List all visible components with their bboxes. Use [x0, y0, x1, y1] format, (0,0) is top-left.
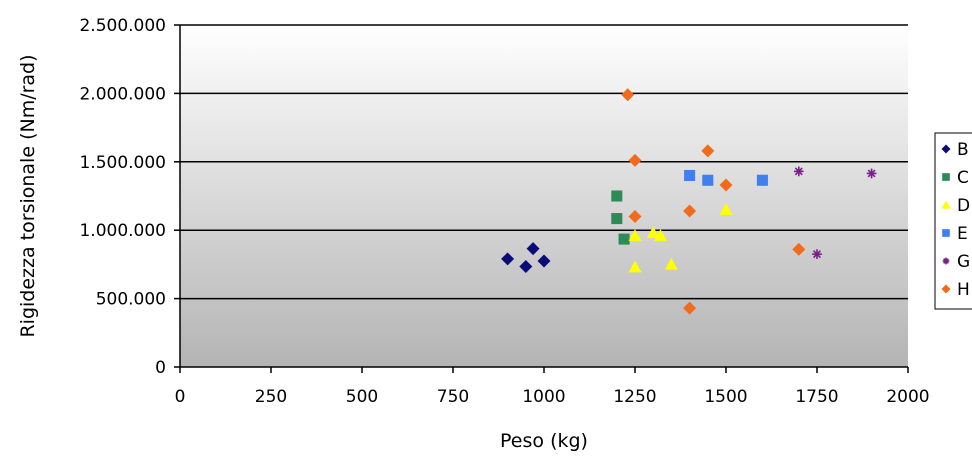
data-point — [702, 174, 714, 186]
series-b — [501, 242, 551, 273]
data-point — [628, 210, 642, 224]
y-tick-label: 2.500.000 — [79, 16, 166, 36]
series-e — [684, 169, 768, 186]
data-point — [683, 301, 697, 315]
y-tick-label: 2.000.000 — [79, 84, 166, 104]
legend-label-d: D — [957, 196, 970, 216]
legend-label-c: C — [957, 168, 969, 188]
y-tick-label: 1.500.000 — [79, 153, 166, 173]
y-tick-label: 1.000.000 — [79, 221, 166, 241]
x-tick-label: 750 — [437, 387, 469, 407]
star-stroke — [943, 258, 949, 264]
data-point — [611, 213, 623, 225]
x-tick-label: 0 — [175, 387, 186, 407]
x-tick-label: 2000 — [886, 387, 929, 407]
legend-label-e: E — [957, 224, 968, 244]
star-stroke — [867, 169, 876, 178]
data-point — [628, 229, 642, 241]
y-tick-label: 0 — [155, 358, 166, 378]
legend-box — [934, 132, 972, 310]
data-point — [866, 168, 877, 179]
legend-label-b: B — [957, 140, 969, 160]
data-point — [618, 233, 630, 245]
data-point — [501, 252, 515, 266]
legend-marker-d — [941, 200, 951, 209]
y-tick-label: 500.000 — [96, 290, 166, 310]
star-stroke — [794, 167, 803, 176]
x-tick-label: 1250 — [613, 387, 656, 407]
data-point — [756, 174, 768, 186]
series-c — [611, 190, 630, 245]
data-point — [519, 259, 533, 273]
data-point — [701, 144, 715, 158]
plot-area — [180, 25, 908, 367]
data-point — [537, 254, 551, 268]
data-point — [793, 166, 804, 177]
series-d — [628, 203, 733, 273]
data-point — [719, 203, 733, 215]
data-point — [611, 190, 623, 202]
data-point — [719, 178, 733, 192]
x-axis-title: Peso (kg) — [500, 430, 588, 452]
data-point — [684, 169, 696, 182]
x-tick-label: 500 — [346, 387, 378, 407]
data-point — [646, 226, 660, 239]
series-h — [621, 88, 806, 315]
legend-marker-e — [942, 229, 950, 237]
x-tick-label: 1500 — [704, 387, 747, 407]
data-point — [628, 153, 642, 167]
legend-label-g: G — [957, 252, 970, 272]
legend-label-h: H — [957, 280, 970, 300]
y-axis-title: Rigidezza torsionale (Nm/rad) — [17, 54, 39, 337]
x-tick-label: 1000 — [522, 387, 565, 407]
legend-marker-c — [942, 173, 950, 181]
x-tick-label: 250 — [255, 387, 287, 407]
data-point — [683, 204, 697, 218]
series-g — [793, 166, 877, 260]
data-point — [526, 242, 540, 256]
data-point — [812, 249, 822, 260]
data-point — [621, 88, 635, 102]
star-stroke — [813, 250, 821, 259]
legend-marker-b — [941, 144, 951, 154]
data-point — [792, 242, 806, 256]
data-point — [628, 260, 642, 273]
data-point — [664, 257, 678, 270]
legend-marker-g — [942, 257, 950, 265]
data-point — [653, 229, 667, 241]
x-tick-label: 1750 — [795, 387, 838, 407]
legend-marker-h — [941, 284, 951, 294]
